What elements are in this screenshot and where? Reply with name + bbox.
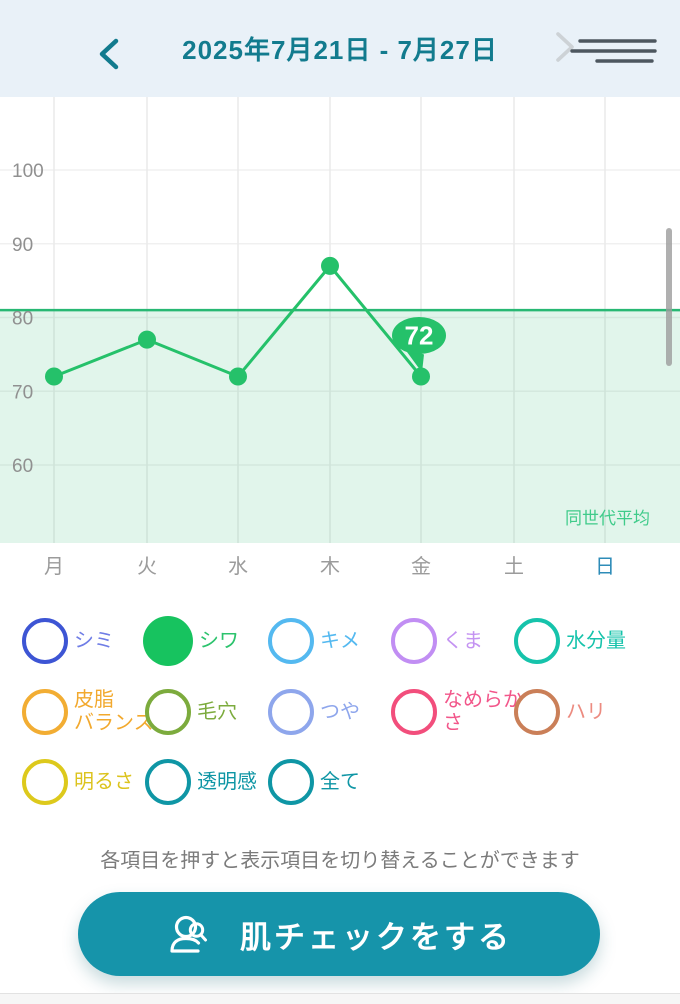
- legend-item[interactable]: シミ: [22, 618, 114, 664]
- metric-ring-icon: [145, 689, 191, 735]
- metric-ring-icon: [268, 618, 314, 664]
- skin-check-button[interactable]: 肌チェックをする: [78, 892, 600, 976]
- y-axis-label: 80: [12, 309, 33, 330]
- metric-ring-icon: [514, 689, 560, 735]
- x-axis-label[interactable]: 日: [595, 556, 615, 578]
- legend-item-label: 明るさ: [74, 770, 134, 793]
- metric-ring-icon: [22, 618, 68, 664]
- data-point[interactable]: [45, 367, 63, 386]
- legend-item[interactable]: つや: [268, 689, 360, 735]
- legend-item[interactable]: 水分量: [514, 618, 626, 664]
- weekly-score-chart: 同世代平均 72 60 70 80 90 100 月 火 水 木 金 土 日: [0, 97, 680, 597]
- chart-scrollbar[interactable]: [666, 228, 672, 366]
- chart-canvas: 同世代平均 72 60 70 80 90 100 月 火 水 木 金 土 日: [0, 97, 680, 578]
- metric-ring-icon: [22, 759, 68, 805]
- callout-bubble: [392, 317, 446, 354]
- face-scan-icon: [170, 915, 207, 953]
- menu-icon: [556, 32, 657, 63]
- legend-item[interactable]: くま: [391, 618, 483, 664]
- date-range-title: 2025年7月21日 - 7月27日: [182, 35, 498, 65]
- legend-item[interactable]: ハリ: [514, 689, 606, 735]
- legend-item-label: シワ: [199, 629, 239, 652]
- menu-button[interactable]: [550, 26, 666, 72]
- legend-item-label: 水分量: [566, 629, 626, 652]
- y-axis-label: 90: [12, 235, 33, 256]
- metric-ring-icon: [145, 759, 191, 805]
- legend-helper-text: 各項目を押すと表示項目を切り替えることができます: [100, 850, 580, 872]
- legend-item[interactable]: 全て: [268, 759, 360, 805]
- legend-item[interactable]: 毛穴: [145, 689, 237, 735]
- legend-item-label: くま: [443, 629, 483, 652]
- skin-check-button-label: 肌チェックをする: [240, 919, 512, 955]
- legend-item-label: 透明感: [197, 770, 257, 793]
- legend-item-label: ハリ: [566, 700, 606, 723]
- metric-ring-icon: [514, 618, 560, 664]
- metric-ring-icon: [22, 689, 68, 735]
- y-axis-label: 60: [12, 456, 33, 477]
- average-label: 同世代平均: [565, 509, 650, 528]
- metric-ring-icon: [391, 618, 437, 664]
- chevron-left-icon: [99, 38, 119, 70]
- y-axis-label: 100: [12, 161, 44, 182]
- x-axis-label[interactable]: 金: [411, 555, 431, 578]
- x-axis-label[interactable]: 木: [320, 555, 340, 578]
- legend-item-label: キメ: [320, 629, 360, 652]
- previous-week-button[interactable]: [94, 36, 128, 72]
- legend-item-label: つや: [320, 700, 360, 723]
- average-band: [0, 310, 680, 543]
- legend-item-label: 全て: [320, 770, 360, 793]
- legend-item[interactable]: 明るさ: [22, 759, 134, 805]
- x-axis-label[interactable]: 水: [228, 555, 248, 578]
- callout-value: 72: [405, 321, 434, 351]
- metric-ring-icon: [268, 759, 314, 805]
- bottom-divider: [0, 993, 680, 1004]
- legend-item[interactable]: キメ: [268, 618, 360, 664]
- metric-ring-icon: [391, 689, 437, 735]
- legend-item-label: 皮脂 バランス: [74, 689, 154, 734]
- selected-metric-dot-icon: [143, 616, 193, 666]
- legend-item-label: シミ: [74, 629, 114, 652]
- y-axis-label: 70: [12, 382, 33, 403]
- legend-item-label: 毛穴: [197, 700, 237, 723]
- metric-ring-icon: [268, 689, 314, 735]
- legend-item[interactable]: なめらか さ: [391, 689, 523, 735]
- legend-item[interactable]: シワ: [143, 616, 239, 666]
- header: 2025年7月21日 - 7月27日: [0, 0, 680, 97]
- data-point[interactable]: [138, 330, 156, 349]
- data-point[interactable]: [412, 367, 430, 386]
- legend-item-label: なめらか さ: [443, 689, 523, 734]
- legend-item[interactable]: 透明感: [145, 759, 257, 805]
- data-point[interactable]: [321, 256, 339, 275]
- data-point[interactable]: [229, 367, 247, 386]
- legend-item[interactable]: 皮脂 バランス: [22, 689, 154, 735]
- x-axis-label[interactable]: 土: [504, 555, 524, 578]
- x-axis-label[interactable]: 火: [137, 556, 157, 578]
- x-axis-label[interactable]: 月: [44, 556, 64, 578]
